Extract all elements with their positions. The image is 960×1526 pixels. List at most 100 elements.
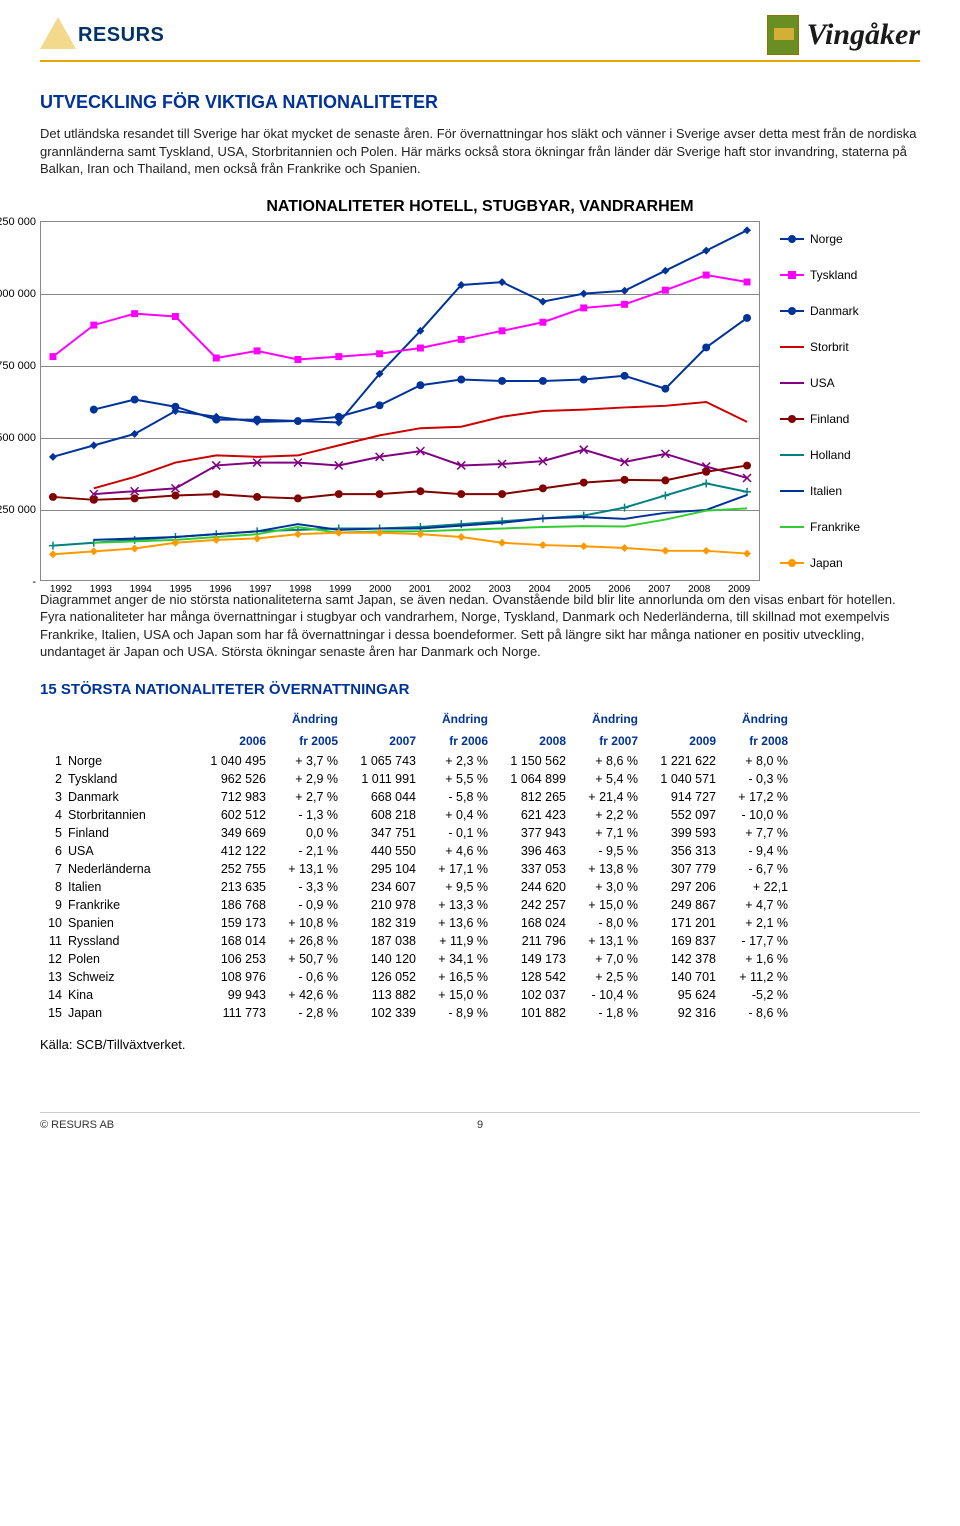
table-cell: + 16,5 %	[416, 970, 488, 984]
legend-marker-icon	[780, 562, 804, 564]
line-chart: -250 000500 000750 0001 000 0001 250 000…	[40, 221, 760, 581]
table-cell: - 0,6 %	[266, 970, 338, 984]
chart-caption: Diagrammet anger de nio största national…	[40, 591, 920, 661]
table-row: 1Norge1 040 495+ 3,7 %1 065 743+ 2,3 %1 …	[40, 752, 920, 770]
table-row: 13Schweiz108 976- 0,6 %126 052+ 16,5 %12…	[40, 968, 920, 986]
y-axis-label: 250 000	[0, 504, 41, 516]
table-cell: 608 218	[338, 808, 416, 822]
header-bar: RESURS Vingåker	[40, 0, 920, 62]
table-cell: - 17,7 %	[716, 934, 788, 948]
table-cell: 7	[40, 862, 68, 876]
table-cell: 8	[40, 880, 68, 894]
chart-wrapper: NATIONALITETER HOTELL, STUGBYAR, VANDRAR…	[40, 198, 920, 581]
logo-vingaker: Vingåker	[767, 15, 920, 55]
table-cell: + 7,7 %	[716, 826, 788, 840]
table-cell: 102 339	[338, 1006, 416, 1020]
table-cell: 92 316	[638, 1006, 716, 1020]
table-cell: - 9,5 %	[566, 844, 638, 858]
series-tyskland	[53, 275, 747, 359]
table-cell: 349 669	[188, 826, 266, 840]
table-cell: 552 097	[638, 808, 716, 822]
table-cell: Nederländerna	[68, 862, 188, 876]
table-cell: -5,2 %	[716, 988, 788, 1002]
hdr-fr2007: fr 2007	[566, 734, 638, 748]
y-axis-label: 500 000	[0, 432, 41, 444]
legend-label: Danmark	[810, 304, 859, 318]
legend-label: Norge	[810, 232, 843, 246]
legend-marker-icon	[780, 382, 804, 384]
table-cell: + 2,1 %	[716, 916, 788, 930]
table-row: 6USA412 122- 2,1 %440 550+ 4,6 %396 463-…	[40, 842, 920, 860]
table-cell: 169 837	[638, 934, 716, 948]
table-body: 1Norge1 040 495+ 3,7 %1 065 743+ 2,3 %1 …	[40, 752, 920, 1022]
table-cell: + 0,4 %	[416, 808, 488, 822]
table-cell: + 17,2 %	[716, 790, 788, 804]
table-header-top: Ändring Ändring Ändring Ändring	[40, 708, 920, 730]
table-cell: - 2,1 %	[266, 844, 338, 858]
table-cell: + 4,6 %	[416, 844, 488, 858]
legend-label: Finland	[810, 412, 849, 426]
chart-svg	[41, 222, 759, 580]
series-japan	[53, 532, 747, 553]
x-axis-label: 2008	[679, 580, 719, 595]
table-cell: Finland	[68, 826, 188, 840]
x-axis-label: 2007	[639, 580, 679, 595]
table-cell: Ryssland	[68, 934, 188, 948]
x-axis-label: 2009	[719, 580, 759, 595]
table-row: 12Polen106 253+ 50,7 %140 120+ 34,1 %149…	[40, 950, 920, 968]
table-row: 2Tyskland962 526+ 2,9 %1 011 991+ 5,5 %1…	[40, 770, 920, 788]
table-cell: 914 727	[638, 790, 716, 804]
x-axis-label: 1993	[81, 580, 121, 595]
table-cell: 1 221 622	[638, 754, 716, 768]
table-cell: 186 768	[188, 898, 266, 912]
table-cell: 159 173	[188, 916, 266, 930]
table-cell: 99 943	[188, 988, 266, 1002]
table-title: 15 STÖRSTA NATIONALITETER ÖVERNATTNINGAR	[40, 681, 920, 698]
page: RESURS Vingåker UTVECKLING FÖR VIKTIGA N…	[0, 0, 960, 1171]
table-cell: 252 755	[188, 862, 266, 876]
logo-resurs-text: RESURS	[78, 24, 164, 47]
x-axis-labels: 1992199319941995199619971998199920002001…	[41, 580, 759, 595]
legend-label: Japan	[810, 556, 843, 570]
table-cell: 213 635	[188, 880, 266, 894]
legend-marker-icon	[780, 418, 804, 420]
table-cell: 2	[40, 772, 68, 786]
table-cell: 1 064 899	[488, 772, 566, 786]
table-cell: - 5,8 %	[416, 790, 488, 804]
table-cell: 4	[40, 808, 68, 822]
y-axis-label: 1 250 000	[0, 216, 41, 228]
table-cell: + 2,3 %	[416, 754, 488, 768]
table-cell: + 13,1 %	[566, 934, 638, 948]
table-cell: Japan	[68, 1006, 188, 1020]
table-cell: 13	[40, 970, 68, 984]
table-row: 8Italien213 635- 3,3 %234 607+ 9,5 %244 …	[40, 878, 920, 896]
table-cell: - 0,9 %	[266, 898, 338, 912]
table-cell: Norge	[68, 754, 188, 768]
x-axis-label: 2004	[520, 580, 560, 595]
table-cell: 1 040 495	[188, 754, 266, 768]
table-cell: + 9,5 %	[416, 880, 488, 894]
table-cell: 182 319	[338, 916, 416, 930]
table-cell: 337 053	[488, 862, 566, 876]
chart-legend: NorgeTysklandDanmarkStorbritUSAFinlandHo…	[760, 221, 910, 581]
chart-title: NATIONALITETER HOTELL, STUGBYAR, VANDRAR…	[40, 198, 920, 216]
table-cell: 14	[40, 988, 68, 1002]
page-title: UTVECKLING FÖR VIKTIGA NATIONALITETER	[40, 92, 920, 113]
table-row: 7Nederländerna252 755+ 13,1 %295 104+ 17…	[40, 860, 920, 878]
legend-marker-icon	[780, 310, 804, 312]
table-cell: Polen	[68, 952, 188, 966]
hdr-2007: 2007	[338, 734, 416, 748]
table-cell: 111 773	[188, 1006, 266, 1020]
table-cell: - 0,3 %	[716, 772, 788, 786]
table-cell: + 7,0 %	[566, 952, 638, 966]
table-cell: Spanien	[68, 916, 188, 930]
table-cell: + 15,0 %	[416, 988, 488, 1002]
table-cell: + 21,4 %	[566, 790, 638, 804]
table-cell: 347 751	[338, 826, 416, 840]
table-cell: + 11,2 %	[716, 970, 788, 984]
table-cell: 668 044	[338, 790, 416, 804]
x-axis-label: 1998	[280, 580, 320, 595]
legend-marker-icon	[780, 454, 804, 456]
hdr-2006: 2006	[188, 734, 266, 748]
table-cell: 102 037	[488, 988, 566, 1002]
